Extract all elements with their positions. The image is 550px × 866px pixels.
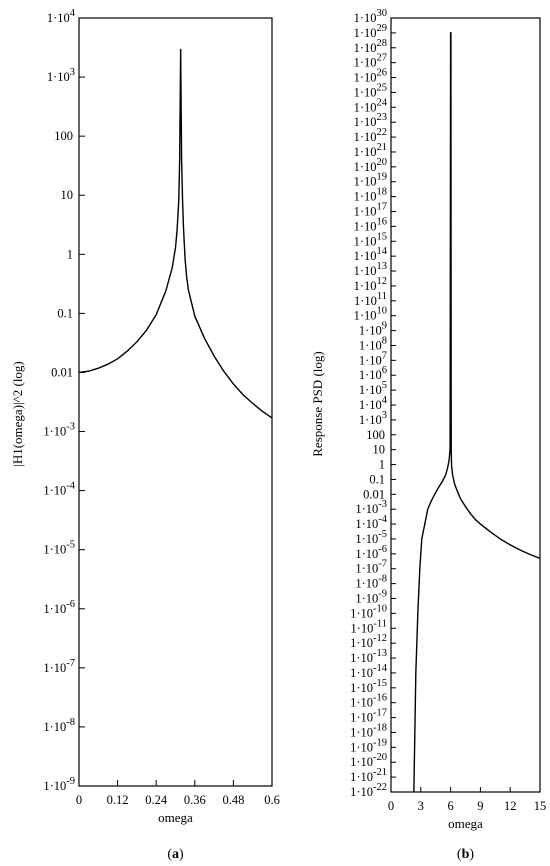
p1-y-tick-label: 1·1015 (354, 231, 387, 248)
p1-y-tick-label: 1·10-17 (350, 708, 387, 725)
p1-y-tick-label: 1·1024 (354, 97, 388, 114)
p1-y-tick-label: 1·1014 (354, 246, 388, 263)
p1-y-tick-label: 1·108 (359, 335, 387, 352)
p1-y-tick-label: 1·1023 (354, 112, 387, 129)
p0-y-tick-label: 0.01 (51, 365, 73, 379)
p0-panel-caption: (a) (167, 847, 184, 862)
p0-x-tick-label: 0.24 (145, 793, 168, 807)
panel-a: 1·10-9 1·10-8 1·10-7 1·10-6 1·10-5 1·10-4 1·10… (10, 8, 280, 862)
p0-y-tick-label: 1·10-7 (43, 658, 75, 675)
p1-y-tick-label: 1·1020 (354, 157, 387, 174)
p1-plot-frame (390, 17, 541, 793)
p0-plot-frame (78, 17, 273, 787)
p1-y-tick-label: 1 (379, 458, 385, 472)
panel-b: 1·10-221·10-211·10-201·10-191·10-181·10-… (310, 8, 546, 862)
p0-y-tick-label: 1·10-3 (43, 422, 75, 439)
p1-y-tick-label: 1·10-7 (355, 559, 387, 576)
p1-y-tick-label: 1·10-15 (350, 678, 387, 695)
p1-y-tick-label: 1·10-10 (350, 603, 387, 620)
p1-y-tick-label: 1·1030 (354, 8, 387, 25)
p0-y-tick-label: 1·10-6 (43, 599, 75, 616)
p1-y-tick-label: 1·1017 (354, 202, 387, 219)
p0-y-tick-label: 1·10-8 (43, 717, 75, 734)
p1-y-tick-label: 1·103 (359, 410, 387, 427)
p0-x-tick-label: 0.36 (184, 793, 206, 807)
p1-y-tick-label: 1·10-13 (350, 648, 387, 665)
p1-y-tick-label: 1·10-20 (350, 752, 387, 769)
p0-y-tick-label: 1·10-4 (43, 481, 75, 498)
p0-y-tick-label: 100 (54, 129, 73, 143)
p1-y-tick-label: 1·109 (359, 321, 387, 338)
p1-y-tick-label: 1·10-14 (350, 663, 388, 680)
p0-y-tick-label: 1·10-9 (43, 776, 75, 793)
p1-x-tick-label: 0 (388, 799, 394, 813)
p1-y-tick-label: 100 (366, 428, 385, 442)
p1-x-tick-label: 9 (477, 799, 483, 813)
p1-y-tick-label: 1·1016 (354, 216, 387, 233)
p0-y-tick-label: 10 (61, 188, 74, 202)
p1-y-tick-label: 1·10-18 (350, 722, 387, 739)
p1-y-tick-label: 1·1010 (354, 306, 387, 323)
p1-y-tick-label: 1·1018 (354, 187, 387, 204)
p1-x-tick-label: 3 (418, 799, 424, 813)
p0-y-axis-label: |H1(omega)|^2 (log) (10, 361, 25, 467)
p1-y-tick-label: 1·10-8 (355, 574, 387, 591)
p0-x-tick-label: 0.6 (264, 793, 280, 807)
p1-y-tick-label: 1·107 (359, 350, 387, 367)
p1-y-tick-label: 1·10-3 (355, 499, 387, 516)
p1-x-tick-label: 12 (504, 799, 517, 813)
p0-y-tick-label: 1·10-5 (43, 540, 75, 557)
p0-x-tick-label: 0.48 (222, 793, 244, 807)
p1-y-tick-label: 1·10-16 (350, 693, 387, 710)
p1-y-tick-label: 1·1027 (354, 53, 387, 70)
p1-y-tick-label: 1·1025 (354, 82, 387, 99)
p1-y-tick-label: 1·10-4 (355, 514, 387, 531)
p1-series-line (413, 32, 540, 792)
p0-x-tick-label: 0 (76, 793, 82, 807)
p1-y-tick-label: 1·10-6 (355, 544, 387, 561)
p1-y-axis-label: Response PSD (log) (310, 351, 325, 456)
p1-y-tick-label: 1·1013 (354, 261, 387, 278)
p1-y-tick-label: 1·104 (359, 395, 388, 412)
p1-x-tick-label: 6 (447, 799, 453, 813)
p0-x-tick-label: 0.12 (107, 793, 129, 807)
p1-y-tick-label: 1·1019 (354, 172, 387, 189)
p1-y-tick-label: 1·1026 (354, 68, 387, 85)
p1-y-tick-label: 1·1021 (354, 142, 387, 159)
p1-y-tick-label: 1·1011 (354, 291, 387, 308)
p1-y-tick-label: 10 (373, 443, 386, 457)
p1-panel-caption: (b) (457, 847, 474, 862)
p0-x-axis-label: omega (158, 810, 193, 825)
p0-y-tick-label: 1 (67, 247, 73, 261)
p1-y-tick-label: 1·1028 (354, 38, 387, 55)
p1-y-tick-label: 0.01 (363, 487, 385, 501)
p1-y-tick-label: 1·105 (359, 380, 387, 397)
p1-y-tick-label: 1·106 (359, 365, 387, 382)
p0-y-tick-label: 1·104 (47, 8, 76, 25)
p0-series-line (79, 48, 272, 419)
p1-x-axis-label: omega (448, 816, 483, 831)
p1-y-tick-label: 1·1029 (354, 23, 387, 40)
p0-y-tick-label: 1·103 (47, 67, 75, 84)
p1-y-tick-label: 1·10-22 (350, 782, 387, 799)
p1-y-tick-label: 1·10-12 (350, 633, 387, 650)
p1-y-tick-label: 1·10-5 (355, 529, 387, 546)
p1-y-tick-label: 1·10-11 (350, 618, 387, 635)
p1-y-tick-label: 1·1012 (354, 276, 387, 293)
p1-y-tick-label: 1·10-9 (355, 589, 387, 606)
p1-y-tick-label: 0.1 (369, 472, 385, 486)
p1-y-tick-label: 1·10-19 (350, 737, 387, 754)
p0-y-tick-label: 0.1 (57, 306, 73, 320)
p1-y-tick-label: 1·1022 (354, 127, 387, 144)
p1-y-tick-label: 1·10-21 (350, 767, 387, 784)
p1-x-tick-label: 15 (534, 799, 547, 813)
